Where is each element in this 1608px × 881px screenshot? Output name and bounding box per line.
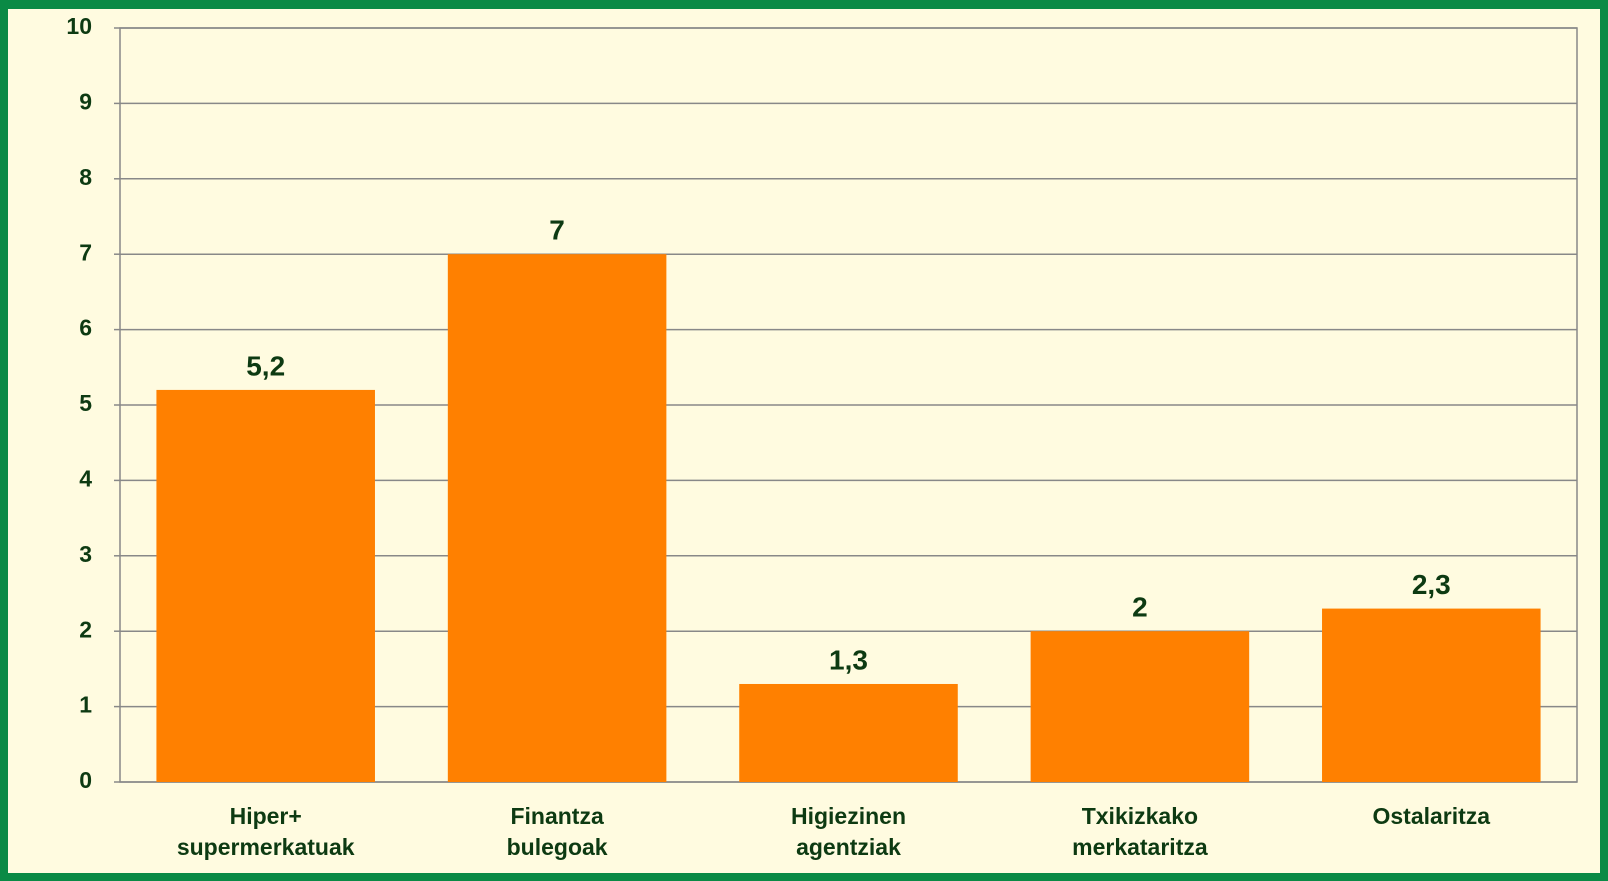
y-tick-label: 5 <box>79 390 92 416</box>
bar <box>1030 631 1250 782</box>
x-tick-label: Txikizkako merkataritza <box>1072 803 1208 860</box>
data-label: 2,3 <box>1412 569 1451 600</box>
data-label: 7 <box>549 215 565 246</box>
x-tick-label: Hiper+ supermerkatuak <box>177 803 355 860</box>
y-tick-label: 3 <box>79 541 92 567</box>
data-label: 2 <box>1132 592 1148 623</box>
bar <box>739 683 958 782</box>
x-tick-label: Finantza bulegoak <box>507 803 608 860</box>
bar <box>447 254 667 782</box>
y-tick-label: 6 <box>79 315 92 341</box>
y-tick-label: 7 <box>79 239 92 265</box>
y-tick-label: 4 <box>79 465 92 491</box>
y-tick-label: 9 <box>79 88 92 114</box>
data-label: 1,3 <box>829 644 868 675</box>
x-tick-label: Ostalaritza <box>1372 803 1490 829</box>
y-tick-label: 0 <box>79 767 92 793</box>
bar <box>156 389 375 782</box>
y-tick-label: 2 <box>79 616 92 642</box>
y-tick-label: 1 <box>79 692 92 718</box>
bar <box>1322 608 1541 782</box>
y-tick-label: 10 <box>66 13 92 39</box>
y-tick-label: 8 <box>79 164 92 190</box>
data-label: 5,2 <box>246 350 285 381</box>
x-tick-label: Higiezinen agentziak <box>791 803 906 860</box>
